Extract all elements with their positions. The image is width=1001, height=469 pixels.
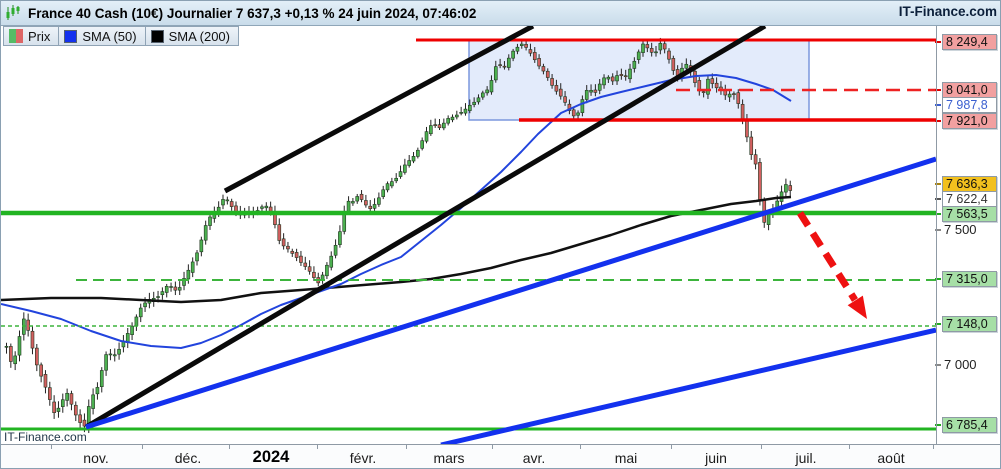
- month-tick: [580, 445, 581, 449]
- price-label: 6 785,4: [942, 417, 997, 433]
- legend-sma50-label: SMA (50): [82, 28, 137, 44]
- price-label: 8 041,0: [942, 82, 997, 98]
- price-tick: [935, 41, 941, 43]
- month-tick: [933, 445, 934, 449]
- month-tick: [229, 445, 230, 449]
- price-tick: [935, 183, 941, 185]
- month-tick: [492, 445, 493, 449]
- price-tick: [935, 323, 941, 325]
- price-tick: [935, 120, 941, 122]
- price-label: 7 000: [944, 357, 977, 372]
- month-label: avr.: [522, 450, 546, 466]
- legend-price-chip[interactable]: Prix: [3, 26, 60, 46]
- month-tick: [51, 445, 52, 449]
- price-label: 7 315,0: [942, 271, 997, 287]
- price-tick: [935, 104, 941, 106]
- time-axis: nov. déc. 2024 févr. mars avr. mai juin juil. aoû…: [1, 444, 1000, 468]
- month-label: févr.: [349, 450, 377, 466]
- price-tick: [935, 364, 941, 366]
- chart-title: France 40 Cash (10€) Journalier 7 637,3 …: [28, 5, 477, 21]
- month-label: août: [877, 450, 905, 466]
- price-tick: [935, 424, 941, 426]
- legend: Prix SMA (50) SMA (200): [3, 26, 239, 46]
- month-label: déc.: [174, 450, 202, 466]
- month-tick: [671, 445, 672, 449]
- month-label: juil.: [795, 450, 817, 466]
- price-tick: [935, 213, 941, 215]
- legend-sma200-chip[interactable]: SMA (200): [145, 26, 239, 46]
- price-label: 7 987,8: [942, 97, 997, 113]
- price-tick: [935, 198, 941, 200]
- price-label: 7 563,5: [942, 206, 997, 222]
- month-tick: [142, 445, 143, 449]
- trendline-black-channel-upper: [223, 26, 535, 194]
- axis-border: [936, 26, 937, 468]
- price-tick: [935, 278, 941, 280]
- month-tick: [406, 445, 407, 449]
- month-tick: [317, 445, 318, 449]
- price-label: 7 622,4: [942, 191, 997, 207]
- trendline-blue-support-upper: [85, 156, 936, 430]
- sma50-swatch-icon: [64, 29, 78, 43]
- legend-price-label: Prix: [28, 28, 51, 44]
- candlestick-icon: [6, 5, 20, 20]
- year-label: 2024: [252, 448, 290, 466]
- watermark: IT-Finance.com: [4, 430, 87, 444]
- price-tick: [935, 229, 941, 231]
- brand-link[interactable]: IT-Finance.com: [898, 4, 997, 19]
- title-bar: France 40 Cash (10€) Journalier 7 637,3 …: [1, 1, 1000, 26]
- price-tick: [935, 89, 941, 91]
- price-series-icon: [9, 29, 23, 43]
- legend-sma200-label: SMA (200): [168, 28, 230, 44]
- sma200-swatch-icon: [150, 29, 164, 43]
- price-label: 7 636,3: [942, 176, 997, 192]
- month-label: juin: [705, 450, 727, 466]
- month-tick: [849, 445, 850, 449]
- trendline-black-channel-lower: [84, 26, 767, 430]
- price-label: 7 148,0: [942, 316, 997, 332]
- projection-arrow: [797, 211, 867, 319]
- legend-sma50-chip[interactable]: SMA (50): [59, 26, 146, 46]
- price-label: 7 921,0: [942, 113, 997, 129]
- month-label: mars: [433, 450, 465, 466]
- trendline-blue-support-lower: [440, 327, 936, 444]
- month-tick: [761, 445, 762, 449]
- month-label: nov.: [83, 450, 109, 466]
- price-label: 7 500: [944, 222, 977, 237]
- price-label: 8 249,4: [942, 34, 997, 50]
- sma200-line: [1, 195, 792, 304]
- month-label: mai: [614, 450, 638, 466]
